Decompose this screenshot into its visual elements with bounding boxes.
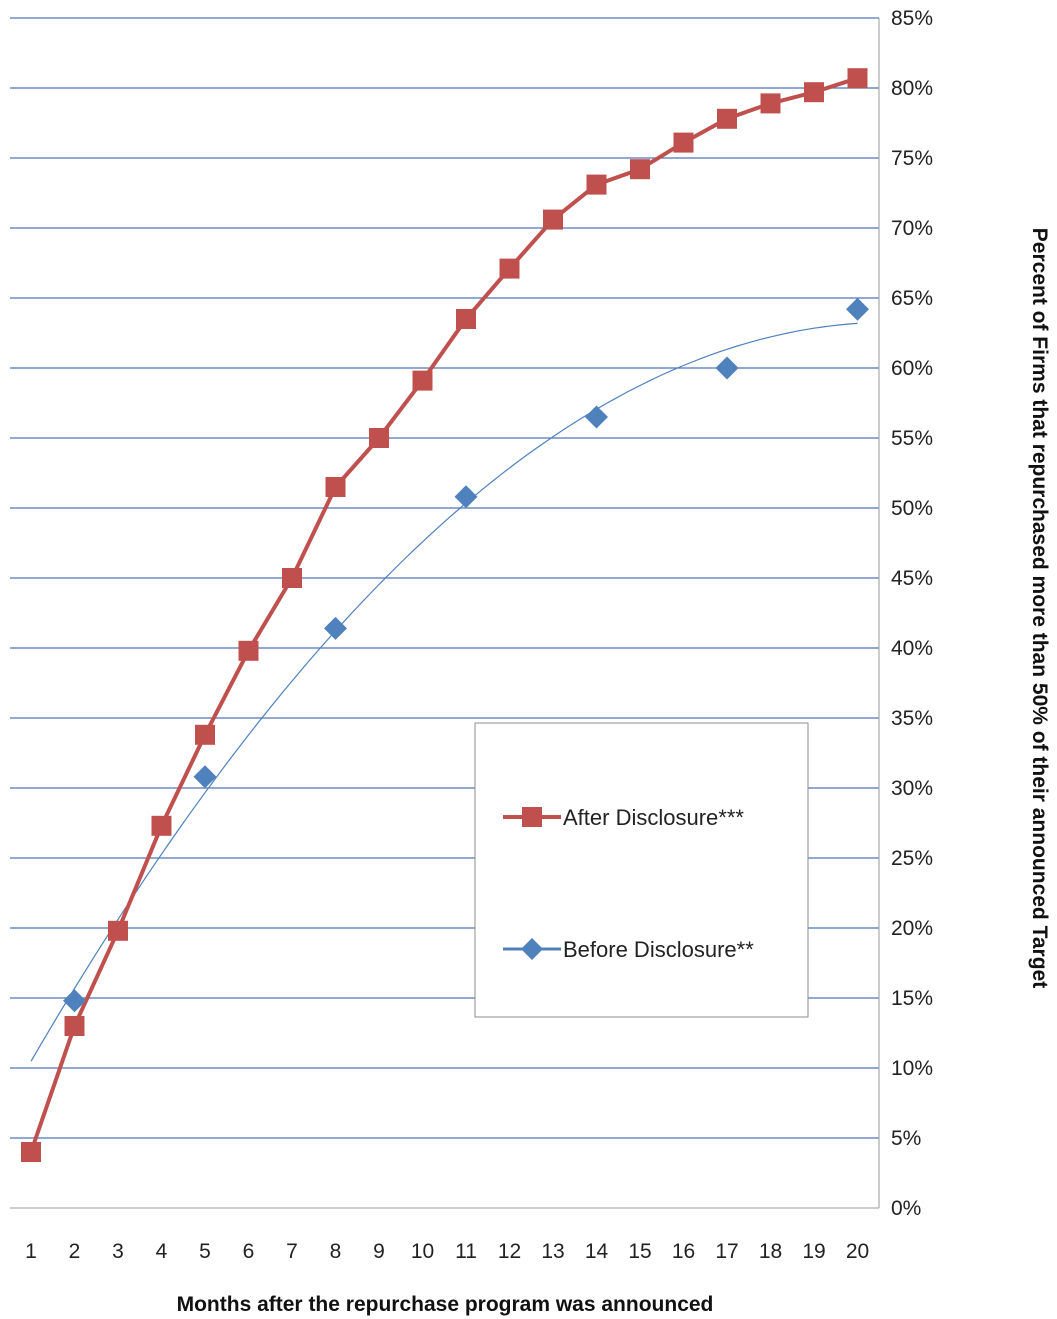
after-disclosure-point (412, 370, 433, 391)
y-tick-label: 80% (891, 77, 933, 100)
x-tick-label: 17 (715, 1240, 738, 1263)
y-tick-label: 35% (891, 707, 933, 730)
after-disclosure-point (21, 1142, 41, 1162)
x-tick-label: 7 (286, 1240, 298, 1263)
x-tick-label: 1 (25, 1240, 37, 1263)
legend-item-before: Before Disclosure** (503, 937, 754, 962)
legend: After Disclosure*** Before Disclosure** (474, 722, 809, 1018)
after-disclosure-point (325, 477, 346, 497)
after-disclosure-point (456, 309, 476, 329)
x-tick-label: 14 (585, 1240, 609, 1263)
after-disclosure-markers (21, 68, 868, 1162)
x-tick-label: 4 (156, 1240, 168, 1263)
x-tick-label: 3 (112, 1240, 124, 1263)
after-disclosure-point (238, 640, 259, 661)
y-tick-label: 60% (891, 357, 933, 380)
y-tick-label: 55% (891, 427, 933, 450)
after-disclosure-point (108, 920, 128, 941)
after-disclosure-point (630, 159, 650, 180)
x-tick-label: 10 (411, 1240, 434, 1263)
x-tick-label: 19 (802, 1240, 825, 1263)
before-disclosure-trendline (30, 322, 858, 1062)
legend-box (474, 722, 809, 1018)
y-tick-label: 30% (891, 777, 933, 800)
y-tick-label: 75% (891, 147, 933, 170)
after-disclosure-point (543, 209, 563, 230)
x-tick-label: 12 (498, 1240, 521, 1263)
x-tick-label: 15 (628, 1240, 651, 1263)
y-axis-title: Percent of Firms that repurchased more t… (1028, 228, 1051, 988)
x-tick-label: 6 (243, 1240, 255, 1263)
after-disclosure-point (499, 258, 520, 279)
x-tick-label: 9 (373, 1240, 385, 1263)
before-disclosure-point (454, 485, 478, 509)
x-tick-label: 20 (846, 1240, 869, 1263)
after-disclosure-point (282, 568, 302, 588)
y-tick-label: 40% (891, 637, 933, 660)
y-tick-labels: 0% 5% 10% 15% 20% 25% 30% 35% 40% 45% 50% 55% 60% 65%… (891, 7, 933, 1220)
legend-before-label: Before Disclosure** (563, 937, 754, 962)
gridlines (10, 17, 879, 1209)
y-tick-label: 65% (891, 287, 933, 310)
before-disclosure-point (715, 356, 739, 380)
x-tick-labels: 1 2 3 4 5 6 7 8 9 10 11 12 13 14 15 16 17 18 19 20 (25, 1240, 869, 1263)
after-disclosure-point (847, 68, 868, 89)
y-tick-label: 50% (891, 497, 933, 520)
x-tick-label: 8 (330, 1240, 342, 1263)
y-tick-label: 20% (891, 917, 933, 940)
after-disclosure-point (151, 815, 172, 836)
x-tick-label: 13 (541, 1240, 564, 1263)
after-disclosure-point (195, 724, 215, 745)
legend-after-label: After Disclosure*** (563, 805, 744, 830)
after-disclosure-point (717, 108, 737, 129)
before-disclosure-point (324, 616, 347, 640)
y-tick-label: 85% (891, 7, 933, 30)
before-disclosure-point (193, 765, 217, 789)
x-tick-label: 18 (759, 1240, 782, 1263)
y-tick-label: 15% (891, 987, 933, 1010)
x-axis-title: Months after the repurchase program was … (177, 1293, 714, 1316)
before-disclosure-point (585, 405, 608, 429)
y-tick-label: 5% (891, 1127, 921, 1150)
x-tick-label: 5 (199, 1240, 211, 1263)
legend-item-after: After Disclosure*** (503, 805, 744, 830)
before-disclosure-point (846, 297, 869, 321)
legend-before-swatch-marker (521, 938, 543, 960)
before-disclosure-point (63, 989, 86, 1013)
y-tick-label: 0% (891, 1197, 921, 1220)
after-disclosure-point (64, 1016, 85, 1036)
y-tick-label: 10% (891, 1057, 933, 1080)
after-disclosure-point (369, 428, 389, 448)
x-tick-label: 11 (455, 1240, 477, 1263)
legend-after-swatch-marker (522, 807, 542, 827)
y-tick-label: 25% (891, 847, 933, 870)
after-disclosure-point (760, 93, 781, 114)
x-tick-label: 16 (672, 1240, 695, 1263)
y-tick-label: 70% (891, 217, 933, 240)
after-disclosure-point (804, 82, 824, 103)
after-disclosure-point (673, 132, 694, 153)
after-disclosure-point (586, 174, 607, 195)
before-disclosure-markers (63, 297, 869, 1013)
x-tick-label: 2 (69, 1240, 81, 1263)
y-tick-label: 45% (891, 567, 933, 590)
